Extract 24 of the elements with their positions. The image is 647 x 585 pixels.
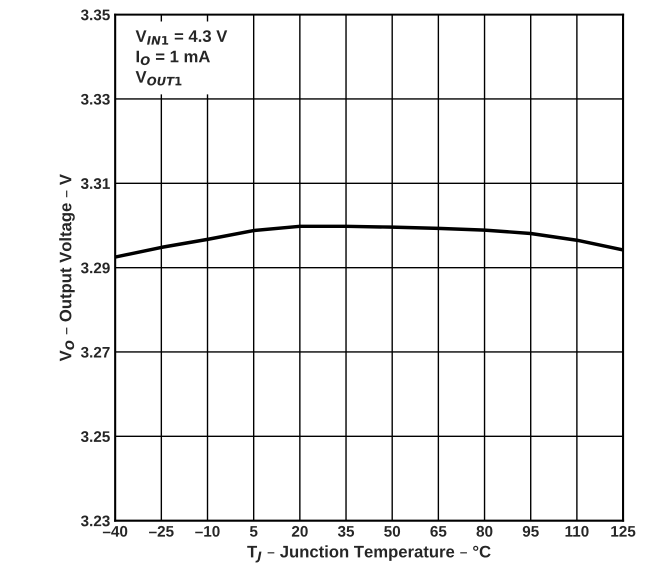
annotation: I$_{O}$ = 1 mA <box>136 50 210 66</box>
y-tick-label: 3.23 <box>80 516 110 526</box>
x-tick-label: 110 <box>566 526 589 537</box>
x-tick-label: –40 <box>102 526 128 537</box>
x-tick-label: 80 <box>476 526 492 537</box>
y-tick-label: 3.29 <box>80 262 110 274</box>
annotation: V$_{IN1}$ = 4.3 V <box>136 30 228 45</box>
y-tick-label: 3.33 <box>80 94 110 105</box>
x-tick-label: 65 <box>430 526 446 537</box>
x-tick-label: 125 <box>611 526 636 537</box>
x-tick-label: 50 <box>384 526 400 537</box>
x-tick-label: 35 <box>338 526 354 537</box>
annotation: V$_{OUT1}$ <box>136 71 182 86</box>
y-axis-title: V$_{O}$ – Output Voltage – V <box>59 174 75 362</box>
y-tick-label: 3.35 <box>80 9 110 20</box>
x-axis-title: T$_{J}$ – Junction Temperature – °C <box>247 545 491 562</box>
x-tick-label: 5 <box>250 526 258 537</box>
x-tick-label: –25 <box>149 526 174 537</box>
x-tick-label: 20 <box>292 526 308 537</box>
y-tick-label: 3.25 <box>80 431 110 442</box>
x-tick-label: –10 <box>195 526 220 537</box>
y-tick-label: 3.27 <box>80 346 110 358</box>
y-tick-label: 3.31 <box>80 178 110 190</box>
x-tick-label: 95 <box>522 526 539 537</box>
